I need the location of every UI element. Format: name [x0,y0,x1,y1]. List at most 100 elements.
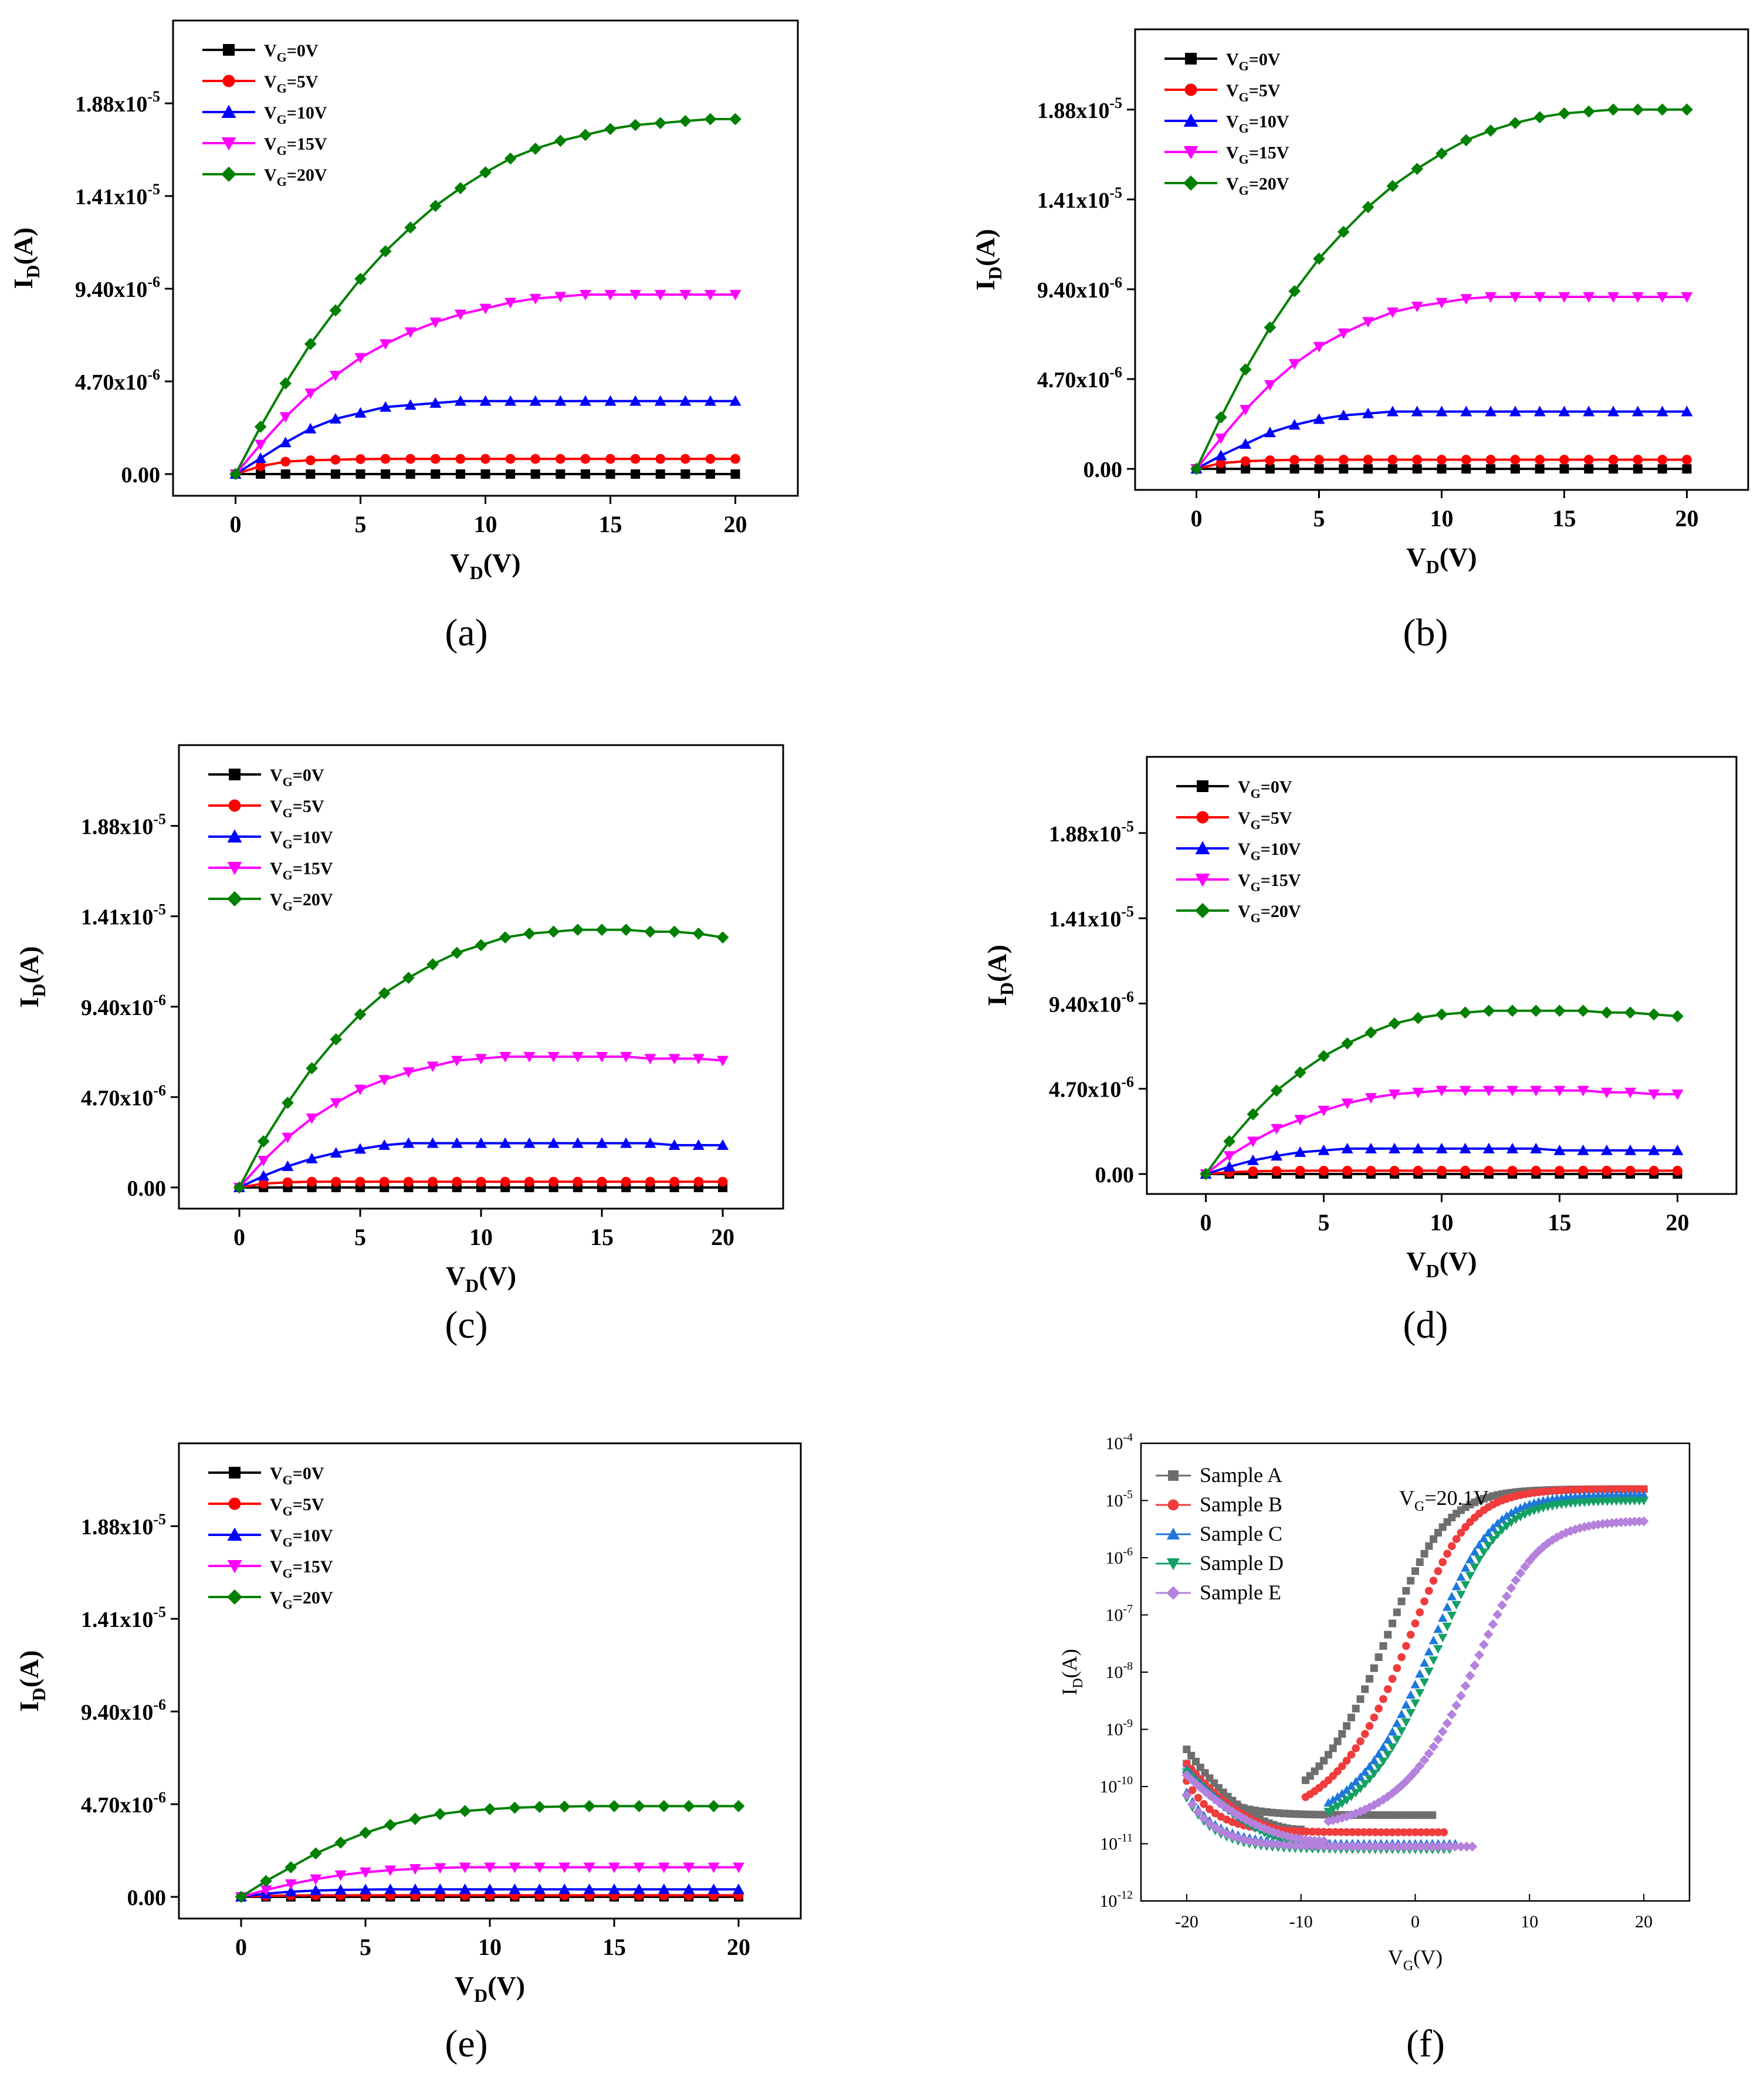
data-point [1352,1744,1360,1753]
data-point [1600,1006,1613,1019]
data-point [1443,1550,1451,1558]
data-point [1308,1828,1317,1836]
data-point [554,395,567,406]
data-point [429,397,442,408]
data-point [1365,1828,1374,1836]
data-point [1452,1535,1461,1544]
data-point [1558,107,1570,120]
data-point [233,1181,246,1194]
y-tick-label: 10-4 [1105,1431,1133,1453]
legend-marker [1184,83,1197,96]
data-point [1497,1600,1507,1611]
data-point [380,339,392,350]
data-point [1323,1798,1333,1807]
data-point [597,1176,607,1187]
data-point [530,454,541,464]
y-tick-label: 0.00 [1084,458,1123,482]
y-tick-label: 1.41x10-5 [1049,903,1134,932]
data-point [354,353,367,364]
data-point [1411,1011,1424,1024]
data-point [1411,302,1423,313]
data-point [1342,1796,1352,1805]
data-point [704,395,716,406]
legend-marker [222,75,235,87]
legend-label: VG=20V [270,1588,333,1612]
x-tick-label: 15 [1553,505,1576,532]
data-point [1289,464,1299,474]
legend-marker [1195,903,1210,918]
data-point [1583,405,1595,417]
y-axis-title: ID(A) [970,229,1005,290]
data-point [1631,292,1644,303]
data-point [1506,1085,1519,1097]
data-point [1455,1690,1466,1701]
legend-marker [1183,146,1198,160]
data-point [680,454,690,464]
plot-frame [178,1442,802,1920]
data-point [1338,1762,1346,1771]
legend-label: VG=5V [270,797,324,820]
series-vg15v [229,290,742,481]
data-point [1402,1642,1410,1650]
data-point [310,1885,322,1896]
data-point [454,182,467,195]
data-point [733,1862,744,1873]
data-point [1474,1555,1484,1564]
data-point [704,113,717,126]
series-sample-b [1183,1485,1648,1836]
data-point [1374,1653,1383,1661]
data-point [1412,1087,1424,1098]
data-point [409,1864,421,1875]
data-point [1319,1828,1328,1836]
series-vg5v [234,1176,728,1193]
data-point [306,1062,318,1075]
data-point [378,987,391,1000]
data-point [378,1075,391,1086]
data-point [280,456,291,467]
series-vg20v [229,113,742,481]
data-point [1324,1751,1332,1759]
x-tick-label: 20 [1635,1912,1653,1931]
data-point [1411,163,1424,175]
data-point [1256,1838,1266,1848]
data-point [1314,455,1324,465]
data-point [380,401,392,412]
data-point [500,1176,510,1187]
data-point [730,454,740,464]
data-point [1387,1841,1397,1852]
data-point [1461,1841,1472,1852]
data-point [1497,1514,1507,1524]
data-point [475,1137,487,1148]
data-point [1404,1841,1415,1852]
data-point [1265,455,1275,465]
data-point [1460,294,1472,305]
data-point [1625,1166,1636,1176]
data-point [1223,1161,1235,1172]
data-point [1442,1718,1452,1728]
data-point [1194,1794,1203,1802]
data-point [1558,405,1570,417]
data-point [1347,1713,1355,1721]
legend-marker [227,862,242,875]
data-point [1341,1037,1354,1050]
data-point [596,1137,608,1148]
y-tick-label: 9.40x10-6 [81,992,166,1020]
data-point [1290,1840,1301,1850]
series-vg10v [1190,405,1693,474]
data-point [1374,1764,1384,1772]
y-tick-label: 10-8 [1105,1660,1133,1682]
data-point [1417,1828,1426,1836]
series-vg10v [233,1137,729,1192]
data-point [1442,1622,1452,1632]
y-tick-label: 4.70x10-6 [75,366,160,395]
legend-label: VG=5V [1226,81,1281,104]
data-point [476,1176,486,1187]
data-point [717,1139,729,1150]
data-point [1638,1516,1649,1527]
data-point [1215,458,1226,468]
data-point [530,469,540,479]
data-point [1379,1642,1387,1650]
legend-label: VG=10V [1226,112,1289,136]
data-point [1346,1792,1356,1802]
data-point [404,399,417,410]
